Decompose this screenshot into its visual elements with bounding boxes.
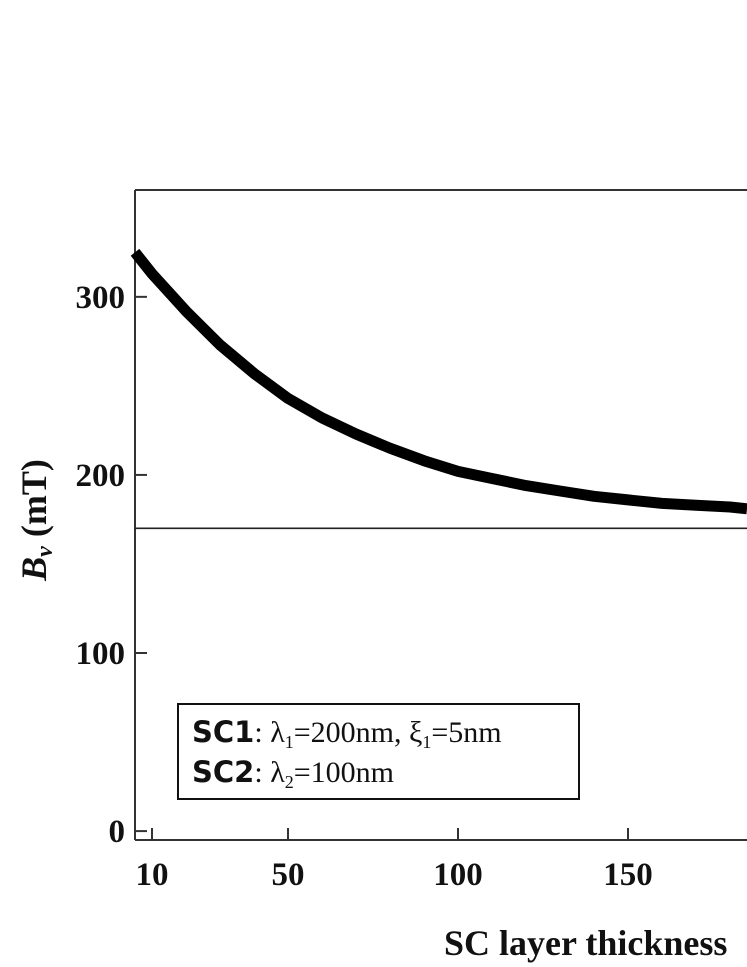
x-tick-label: 50 [272,857,305,893]
y-axis-title-unit: (mT) [14,459,54,537]
legend-box [177,703,580,800]
ticks: 0 100 200 300 10 50 100 150 [76,280,653,893]
legend: SC1: λ1=200nm, ξ1=5nm SC2: λ2=100nm [177,703,580,800]
y-axis-title-subscript: v [32,546,58,557]
x-axis-title: SC layer thickness [444,923,727,963]
y-tick-label: 200 [76,458,126,494]
x-tick-label: 150 [603,857,653,893]
legend-sc2-key: SC2 [192,755,254,789]
series-group [130,248,747,515]
y-tick-label: 0 [109,814,126,850]
y-axis-title: Bv (mT) [14,459,58,582]
y-tick-label: 100 [76,636,126,672]
legend-sc2-text: : λ2=100nm [254,756,394,792]
axes [134,189,747,841]
legend-line-2: SC2: λ2=100nm [192,755,394,792]
legend-line-1: SC1: λ1=200nm, ξ1=5nm [192,715,502,752]
y-axis-title-symbol: B [14,557,54,582]
y-tick-label: 300 [76,280,126,316]
legend-sc1-key: SC1 [192,715,254,749]
x-tick-label: 100 [433,857,483,893]
legend-sc1-text: : λ1=200nm, ξ1=5nm [254,716,501,752]
series-line [130,248,747,515]
x-tick-label: 10 [136,857,169,893]
